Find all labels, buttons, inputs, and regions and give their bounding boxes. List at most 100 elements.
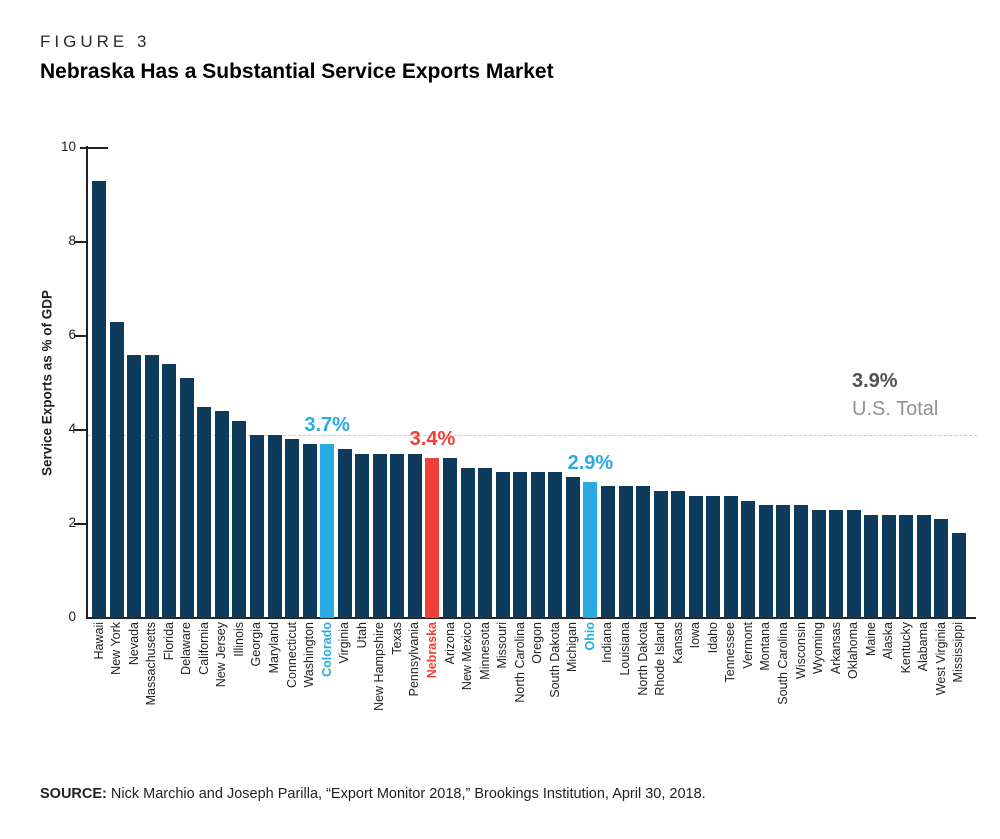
x-label-oklahoma: Oklahoma xyxy=(846,622,861,679)
bar-vermont xyxy=(741,500,756,618)
bar-maine xyxy=(864,514,879,618)
y-tick-label-6: 6 xyxy=(68,327,76,342)
bar-south-carolina xyxy=(776,505,791,618)
x-label-arizona: Arizona xyxy=(442,622,457,665)
x-label-colorado: Colorado xyxy=(319,622,334,677)
x-label-tennessee: Tennessee xyxy=(723,622,738,683)
x-label-new-mexico: New Mexico xyxy=(460,622,475,691)
x-label-oregon: Oregon xyxy=(530,622,545,664)
bar-pennsylvania xyxy=(407,453,422,618)
bar-nebraska xyxy=(425,458,440,618)
bar-new-jersey xyxy=(214,411,229,618)
bar-florida xyxy=(162,364,177,618)
x-label-louisiana: Louisiana xyxy=(618,622,632,676)
x-label-virginia: Virginia xyxy=(337,622,352,664)
annotation-colorado: 3.7% xyxy=(304,414,350,437)
x-label-ohio: Ohio xyxy=(582,622,597,651)
x-label-utah: Utah xyxy=(354,622,369,649)
bar-new-hampshire xyxy=(372,453,387,618)
x-label-idaho: Idaho xyxy=(705,622,720,654)
x-label-maine: Maine xyxy=(863,622,878,657)
bar-north-dakota xyxy=(636,486,651,618)
x-label-washington: Washington xyxy=(302,622,317,688)
bar-connecticut xyxy=(285,439,300,618)
x-axis-line xyxy=(86,617,976,619)
y-tick-label-2: 2 xyxy=(68,515,76,530)
x-label-maryland: Maryland xyxy=(267,622,281,674)
bar-oklahoma xyxy=(846,509,861,618)
us-total-label: U.S. Total xyxy=(852,398,939,420)
y-axis-label: Service Exports as % of GDP xyxy=(39,289,55,477)
x-label-new-york: New York xyxy=(109,622,124,675)
y-tick-6 xyxy=(74,335,87,337)
bar-california xyxy=(197,406,212,618)
bar-delaware xyxy=(179,378,194,618)
bar-iowa xyxy=(688,495,703,618)
bar-montana xyxy=(758,505,773,618)
figure-title: Nebraska Has a Substantial Service Expor… xyxy=(40,60,554,83)
x-label-indiana: Indiana xyxy=(600,622,615,664)
x-label-nebraska: Nebraska xyxy=(424,622,439,679)
bar-hawaii xyxy=(92,180,106,618)
x-label-new-hampshire: New Hampshire xyxy=(372,622,387,711)
bar-colorado xyxy=(320,444,335,618)
bar-alabama xyxy=(916,514,931,618)
plot-area xyxy=(88,148,977,618)
bar-wisconsin xyxy=(794,505,808,618)
x-label-georgia: Georgia xyxy=(249,622,264,667)
x-label-iowa: Iowa xyxy=(688,622,703,649)
x-label-alaska: Alaska xyxy=(881,622,896,660)
bar-nevada xyxy=(127,354,142,618)
bar-louisiana xyxy=(618,486,633,618)
bar-idaho xyxy=(706,495,721,618)
x-label-rhode-island: Rhode Island xyxy=(653,622,668,696)
x-label-alabama: Alabama xyxy=(916,622,931,672)
bar-mississippi xyxy=(951,533,966,618)
source-note: SOURCE: Nick Marchio and Joseph Parilla,… xyxy=(40,786,706,802)
bar-wyoming xyxy=(811,509,826,618)
bar-illinois xyxy=(232,420,247,618)
x-label-new-jersey: New Jersey xyxy=(214,622,229,688)
bar-washington xyxy=(302,444,317,618)
bar-missouri xyxy=(495,472,510,618)
y-tick-label-0: 0 xyxy=(68,609,76,624)
y-tick-10 xyxy=(80,147,108,149)
y-tick-8 xyxy=(74,241,87,243)
x-label-florida: Florida xyxy=(161,622,176,661)
x-label-vermont: Vermont xyxy=(740,622,755,669)
bar-alaska xyxy=(881,514,896,618)
bar-new-mexico xyxy=(460,467,475,618)
bar-ohio xyxy=(583,481,598,618)
y-tick-label-10: 10 xyxy=(60,139,76,154)
x-label-kansas: Kansas xyxy=(670,622,685,664)
bar-massachusetts xyxy=(144,354,159,618)
y-tick-4 xyxy=(74,429,87,431)
bar-indiana xyxy=(600,486,615,618)
us-total-annotation: 3.9% U.S. Total xyxy=(852,370,938,421)
source-text: Nick Marchio and Joseph Parilla, “Export… xyxy=(106,786,706,802)
x-label-texas: Texas xyxy=(389,622,404,655)
bar-minnesota xyxy=(478,467,493,618)
bar-texas xyxy=(390,453,405,618)
bar-maryland xyxy=(267,434,282,618)
bar-michigan xyxy=(565,477,580,618)
x-label-west-virginia: West Virginia xyxy=(933,622,948,696)
x-label-north-carolina: North Carolina xyxy=(512,622,527,703)
x-label-delaware: Delaware xyxy=(179,622,194,675)
x-label-pennsylvania: Pennsylvania xyxy=(407,622,422,697)
bar-kansas xyxy=(671,491,686,618)
x-label-massachusetts: Massachusetts xyxy=(144,622,159,706)
bar-west-virginia xyxy=(934,519,949,618)
x-label-missouri: Missouri xyxy=(495,622,510,669)
x-label-wyoming: Wyoming xyxy=(811,622,826,674)
x-label-arkansas: Arkansas xyxy=(828,622,843,675)
source-prefix: SOURCE: xyxy=(40,786,107,802)
x-label-south-carolina: South Carolina xyxy=(775,622,790,705)
annotation-ohio: 2.9% xyxy=(567,451,614,474)
bar-tennessee xyxy=(723,495,738,618)
bar-virginia xyxy=(337,448,352,618)
x-label-michigan: Michigan xyxy=(565,622,580,673)
x-label-wisconsin: Wisconsin xyxy=(793,622,808,679)
annotation-nebraska: 3.4% xyxy=(409,428,456,451)
